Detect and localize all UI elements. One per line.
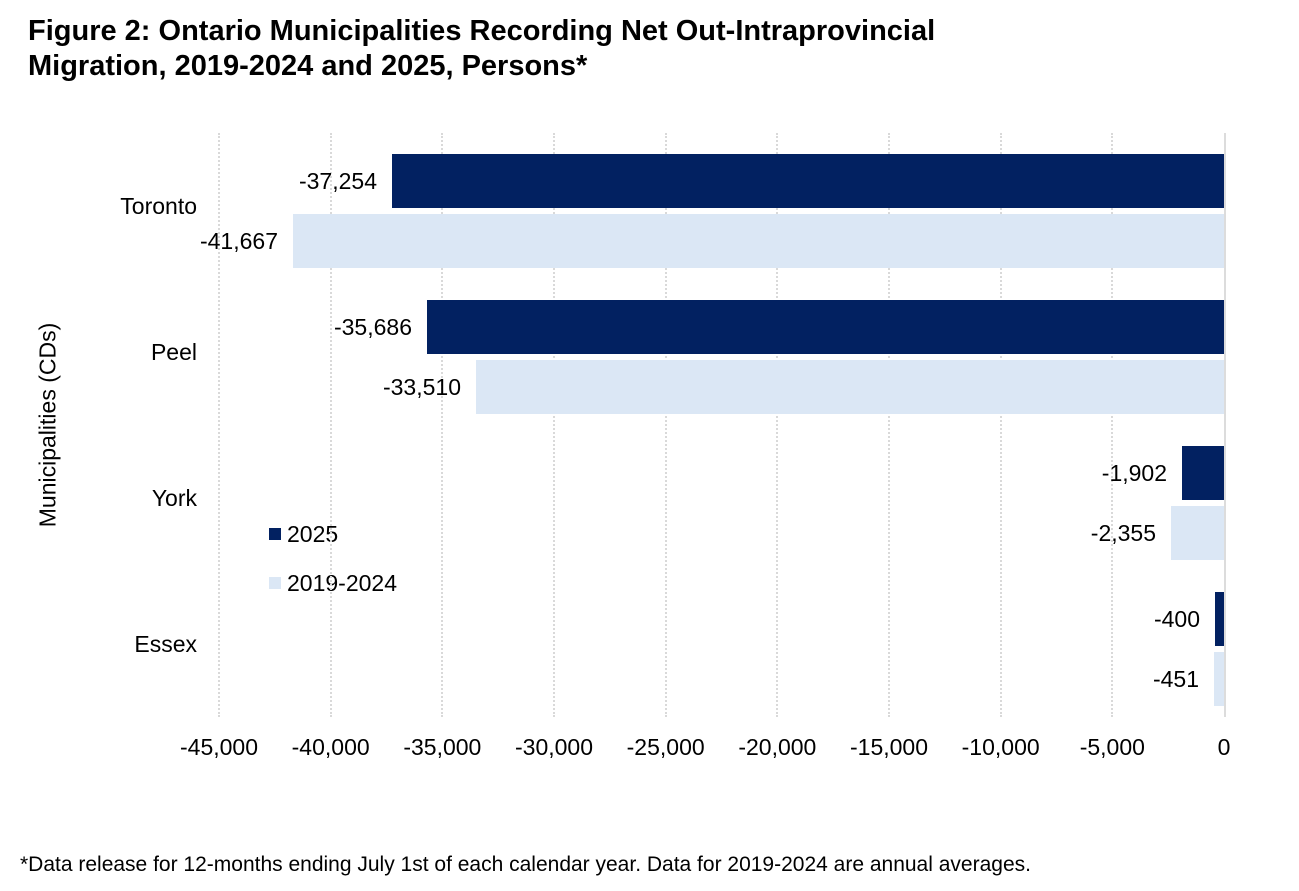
bar-2025-toronto: [392, 154, 1224, 208]
x-tick-label: -40,000: [291, 734, 370, 760]
bar-value-label-2019-2024-toronto: -41,667: [199, 227, 278, 254]
figure-title: Figure 2: Ontario Municipalities Recordi…: [28, 14, 935, 84]
chart-legend: 2025 2019-2024: [269, 520, 397, 618]
bar-value-label-2019-2024-york: -2,355: [1090, 519, 1156, 546]
gridline: [553, 133, 555, 717]
bar-value-label-2019-2024-essex: -451: [1152, 665, 1199, 692]
gridline: [776, 133, 779, 717]
category-label-essex: Essex: [134, 630, 197, 657]
x-tick-label: -45,000: [179, 734, 259, 760]
legend-item-2025: 2025: [269, 520, 397, 548]
bar-2025-peel: [427, 300, 1224, 354]
legend-item-2019-2024: 2019-2024: [269, 569, 397, 597]
figure-title-line-1: Figure 2: Ontario Municipalities Recordi…: [28, 15, 936, 47]
legend-label: 2025: [287, 520, 339, 547]
figure-title-line-2: Migration, 2019-2024 and 2025, Persons*: [28, 50, 588, 82]
gridline: [218, 133, 220, 717]
bar-2019-2024-york: [1171, 506, 1224, 560]
x-tick-label: -30,000: [514, 734, 594, 760]
category-label-peel: Peel: [150, 338, 197, 365]
bar-value-label-2019-2024-peel: -33,510: [382, 373, 461, 400]
legend-label: 2019-2024: [287, 569, 397, 596]
x-tick-label: -10,000: [961, 734, 1040, 760]
bar-2019-2024-essex: [1214, 652, 1224, 706]
x-tick-label: 0: [1217, 734, 1231, 760]
x-tick-label: -5,000: [1079, 734, 1145, 760]
footnote-block: *Data release for 12-months ending July …: [20, 799, 1066, 891]
gridline: [888, 133, 890, 717]
x-tick-label: -35,000: [403, 734, 482, 760]
x-tick-label: -20,000: [738, 734, 817, 760]
category-label-toronto: Toronto: [120, 192, 197, 219]
bar-value-label-2025-york: -1,902: [1101, 459, 1167, 486]
bar-2019-2024-peel: [476, 360, 1224, 414]
gridline: [329, 133, 332, 717]
legend-swatch-icon: [269, 528, 281, 540]
bar-2019-2024-toronto: [293, 214, 1224, 268]
gridline: [999, 133, 1002, 717]
bar-2025-essex: [1215, 592, 1224, 646]
bar-value-label-2025-essex: -400: [1153, 605, 1200, 632]
category-label-york: York: [151, 484, 197, 511]
footnote-line-1: *Data release for 12-months ending July …: [20, 853, 1031, 876]
bar-value-label-2025-peel: -35,686: [333, 313, 412, 340]
x-tick-label: -15,000: [849, 734, 929, 760]
gridline: [441, 133, 444, 717]
gridline: [664, 133, 667, 717]
x-tick-label: -25,000: [626, 734, 705, 760]
bar-value-label-2025-toronto: -37,254: [298, 167, 377, 194]
legend-swatch-icon: [269, 577, 281, 589]
bar-2025-york: [1182, 446, 1224, 500]
zero-axis-line: [1224, 133, 1226, 717]
gridline: [1111, 133, 1114, 717]
